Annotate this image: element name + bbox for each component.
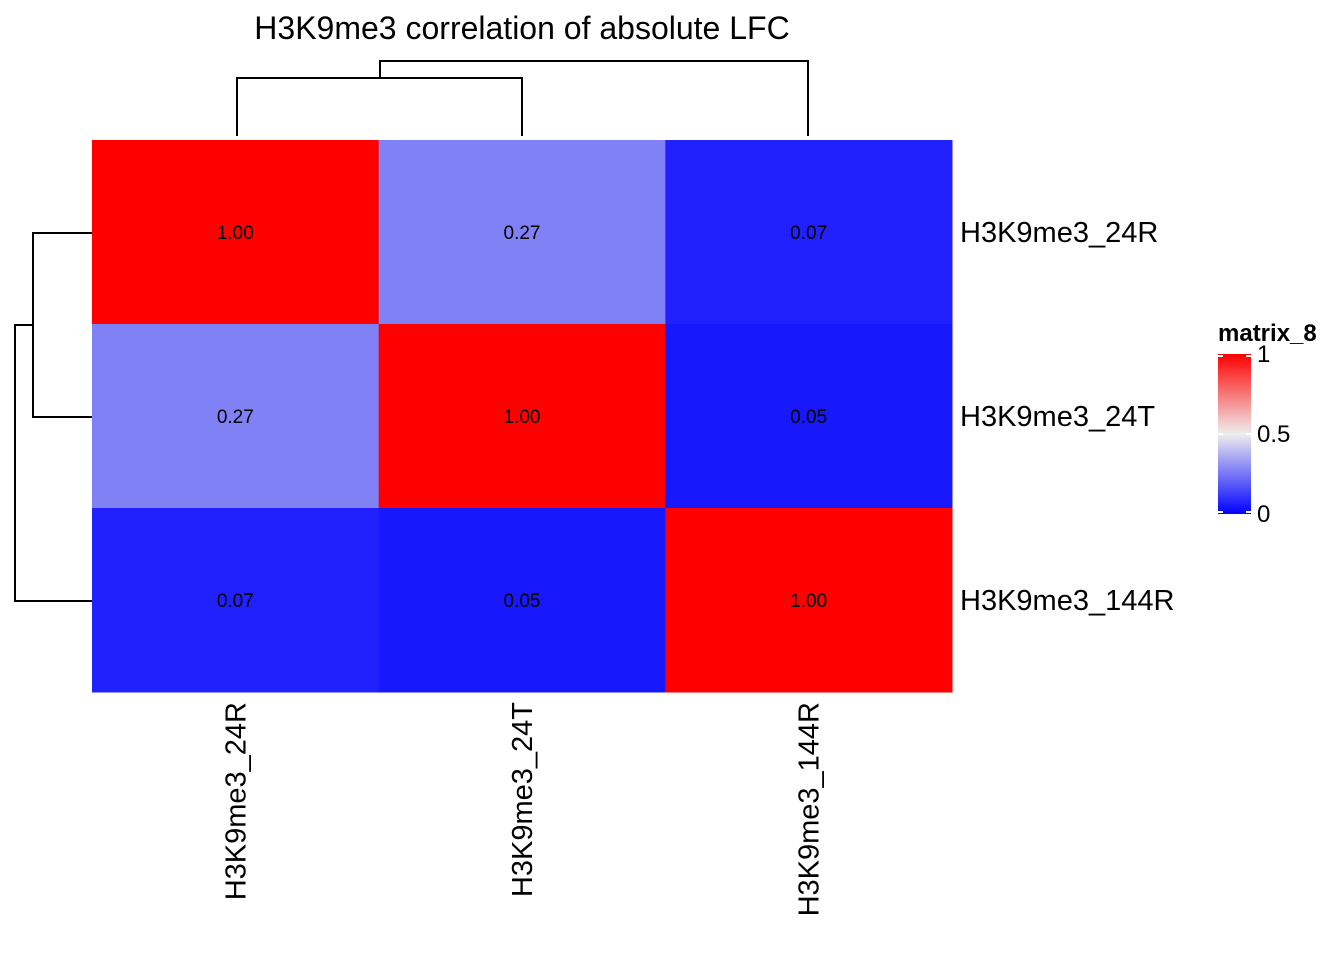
heatmap-cell-label: 1.00 <box>217 223 254 244</box>
heatmap-cell <box>92 508 380 693</box>
heatmap-cell <box>378 140 666 325</box>
row-label: H3K9me3_144R <box>960 585 1174 617</box>
row-labels: H3K9me3_24R H3K9me3_24T H3K9me3_144R <box>960 217 1174 617</box>
column-dendrogram-branch-outer <box>379 60 809 136</box>
legend-tick-label: 0.5 <box>1257 421 1290 448</box>
legend-color-bar <box>1218 354 1251 514</box>
chart-title: H3K9me3 correlation of absolute LFC <box>254 10 789 46</box>
legend-tick-label: 0 <box>1257 501 1270 528</box>
column-dendrogram-branch-inner <box>236 77 523 136</box>
heatmap-cell <box>665 324 953 509</box>
legend-title: matrix_8 <box>1218 320 1317 347</box>
heatmap-cell <box>378 324 666 509</box>
heatmap-cell <box>665 508 953 693</box>
heatmap-cell-label: 0.27 <box>217 407 254 428</box>
heatmap-grid: 1.00 0.27 0.07 0.27 1.00 0.05 0.07 0.05 1.00 <box>92 140 953 693</box>
heatmap-cell-label: 0.05 <box>790 407 827 428</box>
heatmap-cell <box>665 140 953 325</box>
row-dendrogram-branch-outer <box>14 324 92 602</box>
heatmap-cell-label: 0.05 <box>504 591 541 612</box>
row-dendrogram-branch-inner <box>32 232 92 418</box>
column-labels: H3K9me3_24R H3K9me3_24T H3K9me3_144R <box>220 702 825 917</box>
heatmap-cell <box>92 324 380 509</box>
heatmap-cell-label: 0.27 <box>504 223 541 244</box>
row-label: H3K9me3_24T <box>960 401 1155 433</box>
heatmap-cell-label: 1.00 <box>790 591 827 612</box>
heatmap-cell <box>92 140 380 325</box>
heatmap-cell-label: 1.00 <box>504 407 541 428</box>
row-dendrogram <box>14 232 92 602</box>
column-label: H3K9me3_24R <box>220 702 252 900</box>
heatmap-cell-label: 0.07 <box>217 591 254 612</box>
row-label: H3K9me3_24R <box>960 217 1158 249</box>
column-label: H3K9me3_144R <box>794 702 826 916</box>
legend-tick-label: 1 <box>1257 341 1270 368</box>
heatmap-cell-label: 0.07 <box>790 223 827 244</box>
column-label: H3K9me3_24T <box>507 702 539 897</box>
column-dendrogram <box>236 60 809 136</box>
color-legend: matrix_8 00.51 <box>1218 320 1317 528</box>
legend-ticks: 00.51 <box>1218 341 1290 528</box>
heatmap-cell <box>378 508 666 693</box>
